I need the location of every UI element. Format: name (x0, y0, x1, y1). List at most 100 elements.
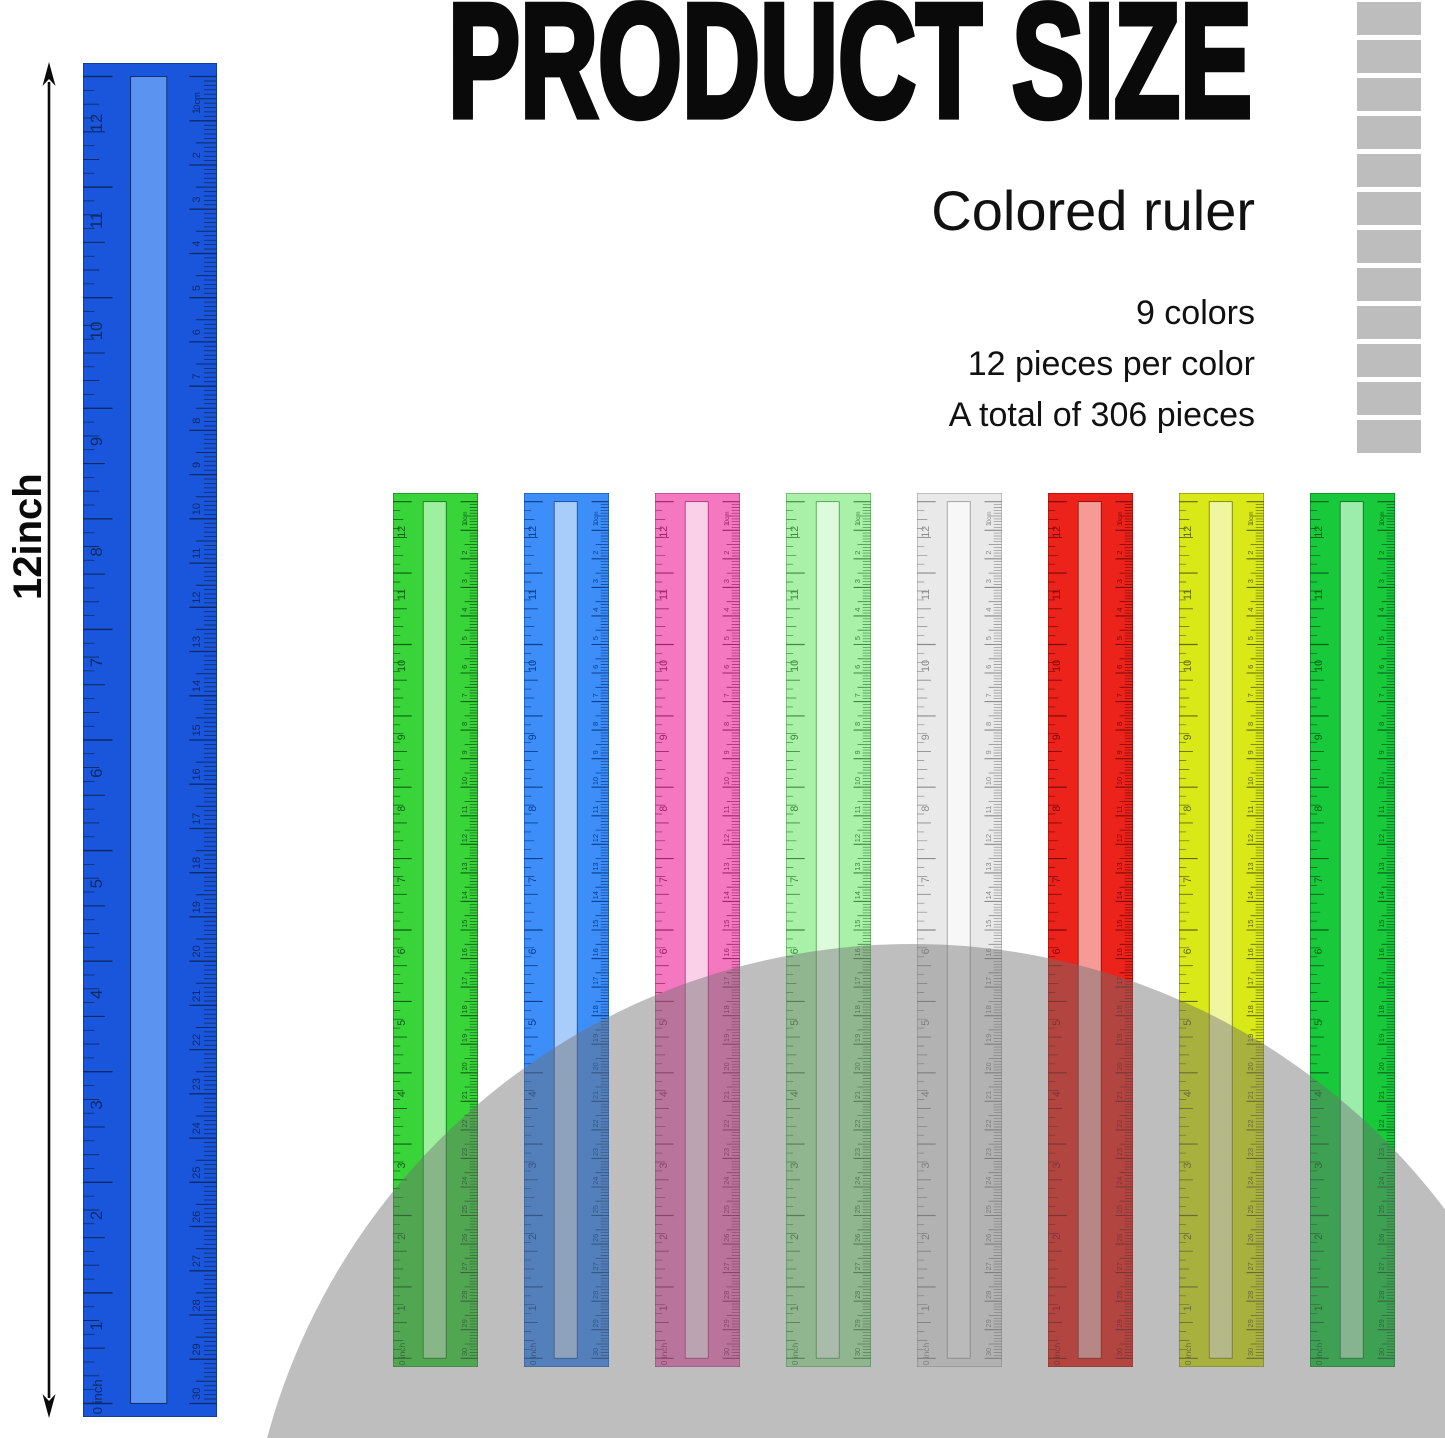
svg-text:7: 7 (87, 658, 106, 667)
svg-text:13: 13 (1377, 862, 1386, 870)
svg-text:10: 10 (1313, 660, 1325, 672)
svg-text:10: 10 (1246, 777, 1255, 785)
svg-text:9: 9 (191, 462, 203, 468)
svg-text:26: 26 (191, 1211, 203, 1223)
svg-text:2: 2 (1377, 551, 1386, 555)
svg-text:2: 2 (722, 551, 731, 555)
svg-text:12: 12 (984, 834, 993, 842)
svg-text:9: 9 (853, 750, 862, 754)
svg-text:9: 9 (722, 750, 731, 754)
svg-text:17: 17 (591, 977, 600, 985)
svg-text:16: 16 (191, 768, 203, 780)
svg-text:5: 5 (1313, 1020, 1325, 1026)
svg-text:7: 7 (1377, 693, 1386, 697)
svg-text:12: 12 (920, 526, 932, 538)
svg-text:10: 10 (460, 777, 469, 785)
svg-text:11: 11 (87, 212, 106, 229)
svg-text:6: 6 (984, 665, 993, 669)
svg-text:8: 8 (722, 722, 731, 726)
svg-text:10: 10 (591, 777, 600, 785)
svg-text:22: 22 (1377, 1119, 1386, 1127)
svg-text:11: 11 (591, 806, 600, 814)
svg-text:17: 17 (460, 977, 469, 985)
svg-text:7: 7 (920, 877, 932, 883)
svg-text:3: 3 (396, 1162, 408, 1168)
svg-text:9: 9 (1115, 750, 1124, 754)
svg-text:20: 20 (460, 1062, 469, 1070)
svg-text:8: 8 (396, 806, 408, 812)
svg-text:9: 9 (87, 437, 106, 446)
svg-text:6: 6 (853, 665, 862, 669)
svg-text:19: 19 (460, 1034, 469, 1042)
svg-text:12: 12 (1313, 526, 1325, 538)
svg-text:12: 12 (722, 834, 731, 842)
svg-text:9: 9 (591, 750, 600, 754)
svg-text:10: 10 (1051, 660, 1063, 672)
svg-text:4: 4 (1377, 608, 1386, 612)
svg-text:5: 5 (1377, 636, 1386, 640)
svg-text:7: 7 (722, 693, 731, 697)
svg-text:10: 10 (984, 777, 993, 785)
svg-text:4: 4 (984, 608, 993, 612)
svg-text:2: 2 (984, 551, 993, 555)
svg-text:7: 7 (460, 693, 469, 697)
svg-text:7: 7 (853, 693, 862, 697)
svg-text:4: 4 (591, 608, 600, 612)
svg-text:3: 3 (722, 579, 731, 583)
svg-text:9: 9 (460, 750, 469, 754)
svg-text:11: 11 (722, 806, 731, 814)
svg-text:7: 7 (658, 877, 670, 883)
svg-text:11: 11 (658, 589, 670, 600)
svg-text:13: 13 (1246, 862, 1255, 870)
svg-text:4: 4 (191, 241, 203, 247)
svg-text:3: 3 (853, 579, 862, 583)
svg-text:9: 9 (527, 734, 539, 740)
svg-text:0cm: 0cm (1117, 511, 1124, 523)
svg-text:13: 13 (1115, 862, 1124, 870)
svg-text:1: 1 (87, 1321, 106, 1330)
svg-text:10: 10 (1182, 660, 1194, 672)
svg-text:3: 3 (87, 1100, 106, 1109)
svg-text:8: 8 (1182, 806, 1194, 812)
svg-text:11: 11 (1182, 589, 1194, 600)
svg-text:3: 3 (984, 579, 993, 583)
svg-text:7: 7 (1313, 877, 1325, 883)
svg-text:18: 18 (1377, 1005, 1386, 1013)
svg-text:4: 4 (1246, 608, 1255, 612)
svg-text:18: 18 (191, 857, 203, 869)
svg-text:27: 27 (191, 1255, 203, 1267)
svg-text:8: 8 (920, 806, 932, 812)
svg-text:12: 12 (1115, 834, 1124, 842)
svg-text:8: 8 (591, 722, 600, 726)
svg-text:10: 10 (87, 322, 106, 341)
svg-text:17: 17 (1246, 977, 1255, 985)
svg-text:15: 15 (853, 920, 862, 928)
svg-text:9: 9 (1182, 734, 1194, 740)
svg-text:12: 12 (191, 591, 203, 603)
svg-text:0 inch: 0 inch (90, 1379, 105, 1414)
svg-text:3: 3 (460, 579, 469, 583)
svg-text:13: 13 (722, 862, 731, 870)
svg-text:12: 12 (853, 834, 862, 842)
svg-text:4: 4 (87, 990, 106, 999)
svg-text:10: 10 (1377, 777, 1386, 785)
svg-text:10: 10 (789, 660, 801, 672)
svg-text:16: 16 (1377, 948, 1386, 956)
svg-text:7: 7 (984, 693, 993, 697)
svg-text:13: 13 (984, 862, 993, 870)
svg-text:5: 5 (1115, 636, 1124, 640)
svg-text:6: 6 (591, 665, 600, 669)
svg-text:4: 4 (853, 608, 862, 612)
svg-text:8: 8 (87, 547, 106, 556)
svg-text:5: 5 (460, 636, 469, 640)
svg-text:5: 5 (591, 636, 600, 640)
svg-text:9: 9 (984, 750, 993, 754)
svg-text:11: 11 (920, 589, 932, 600)
svg-text:11: 11 (460, 806, 469, 814)
svg-text:15: 15 (1115, 920, 1124, 928)
svg-text:15: 15 (722, 920, 731, 928)
svg-text:14: 14 (1115, 891, 1124, 899)
svg-text:8: 8 (1246, 722, 1255, 726)
svg-text:0cm: 0cm (192, 92, 202, 110)
svg-text:6: 6 (722, 665, 731, 669)
